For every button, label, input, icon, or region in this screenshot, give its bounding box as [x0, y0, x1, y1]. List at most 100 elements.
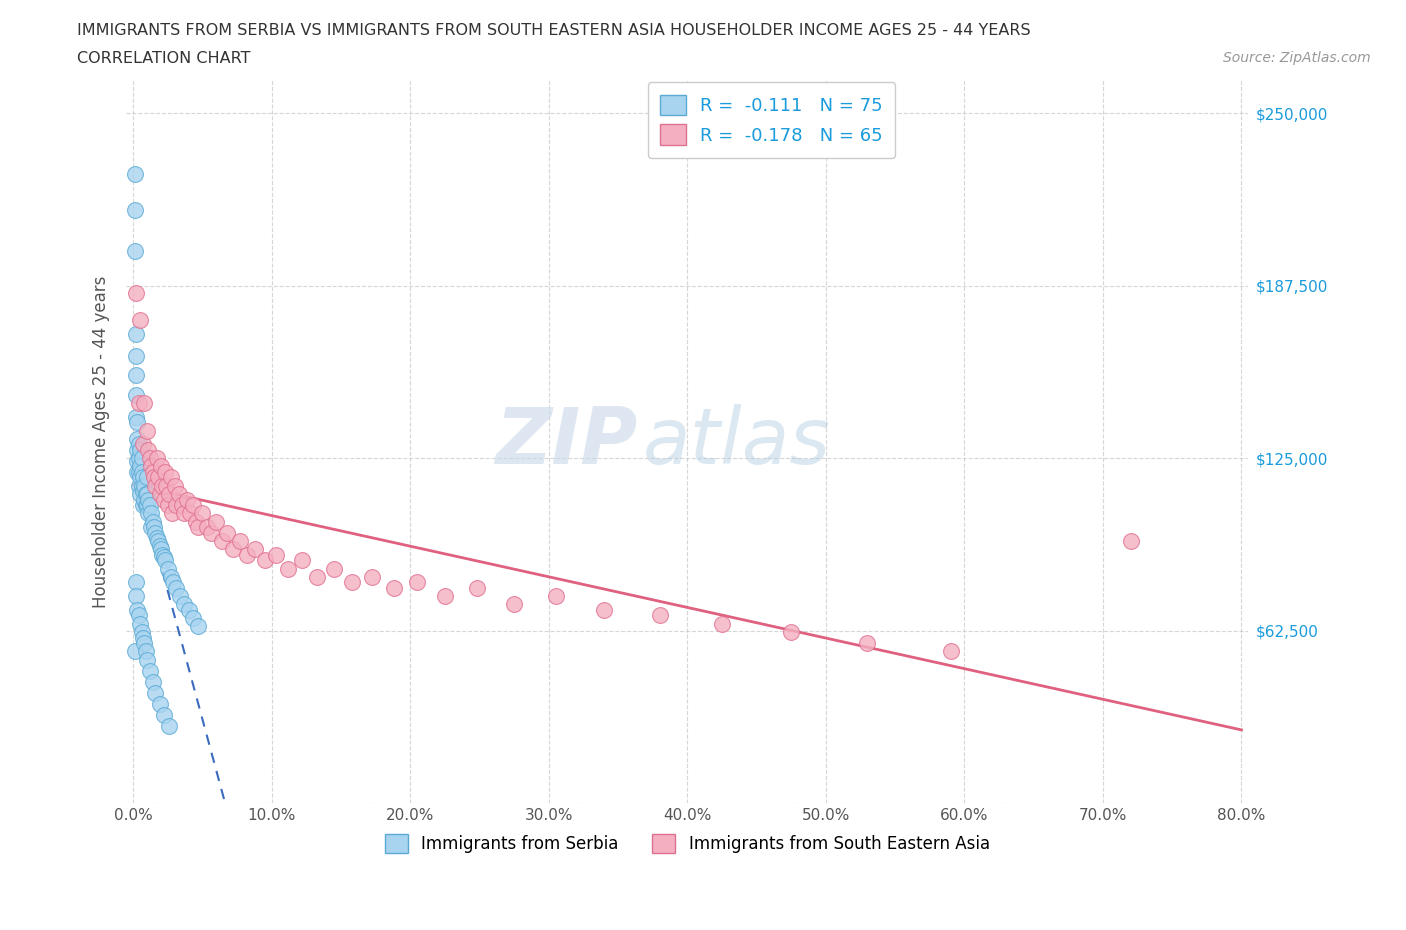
Point: [145, 525, 167, 540]
Point: [176, 492, 198, 507]
Point: [127, 415, 149, 430]
Point: [465, 580, 488, 595]
Point: [125, 589, 148, 604]
Point: [181, 498, 204, 512]
Point: [138, 492, 160, 507]
Point: [243, 542, 266, 557]
Point: [433, 589, 456, 604]
Point: [129, 617, 152, 631]
Point: [146, 534, 169, 549]
Point: [125, 575, 148, 590]
Point: [129, 470, 152, 485]
Point: [165, 498, 187, 512]
Point: [135, 486, 157, 501]
Point: [205, 514, 228, 529]
Point: [138, 443, 160, 458]
Point: [229, 534, 252, 549]
Text: Source: ZipAtlas.com: Source: ZipAtlas.com: [1223, 51, 1371, 65]
Point: [150, 478, 173, 493]
Point: [142, 514, 165, 529]
Point: [156, 498, 179, 512]
Point: [125, 387, 148, 402]
Legend: Immigrants from Serbia, Immigrants from South Eastern Asia: Immigrants from Serbia, Immigrants from …: [378, 828, 997, 860]
Point: [253, 552, 276, 567]
Point: [134, 492, 156, 507]
Point: [146, 531, 169, 546]
Point: [939, 644, 962, 658]
Point: [163, 478, 186, 493]
Point: [127, 443, 149, 458]
Point: [165, 580, 187, 595]
Point: [179, 506, 201, 521]
Point: [125, 368, 148, 383]
Point: [124, 244, 146, 259]
Point: [173, 597, 195, 612]
Point: [153, 552, 176, 567]
Point: [159, 470, 181, 485]
Point: [148, 697, 170, 711]
Point: [127, 432, 149, 446]
Point: [780, 625, 803, 640]
Point: [200, 525, 222, 540]
Point: [143, 470, 166, 485]
Point: [340, 575, 363, 590]
Point: [128, 395, 150, 410]
Point: [135, 644, 157, 658]
Text: IMMIGRANTS FROM SERBIA VS IMMIGRANTS FROM SOUTH EASTERN ASIA HOUSEHOLDER INCOME : IMMIGRANTS FROM SERBIA VS IMMIGRANTS FRO…: [77, 23, 1031, 38]
Point: [134, 478, 156, 493]
Point: [124, 644, 146, 658]
Point: [149, 459, 172, 474]
Point: [128, 608, 150, 623]
Text: CORRELATION CHART: CORRELATION CHART: [77, 51, 250, 66]
Point: [157, 486, 180, 501]
Point: [142, 464, 165, 479]
Point: [217, 525, 239, 540]
Point: [323, 561, 346, 576]
Point: [211, 534, 233, 549]
Point: [145, 685, 167, 700]
Point: [131, 464, 153, 479]
Point: [160, 506, 183, 521]
Point: [136, 423, 159, 438]
Point: [145, 478, 167, 493]
Point: [406, 575, 429, 590]
Point: [129, 486, 152, 501]
Point: [136, 486, 159, 501]
Point: [129, 459, 152, 474]
Point: [191, 506, 214, 521]
Point: [169, 589, 191, 604]
Point: [132, 470, 155, 485]
Point: [153, 464, 176, 479]
Point: [167, 486, 190, 501]
Point: [152, 550, 174, 565]
Point: [129, 312, 152, 327]
Point: [127, 454, 149, 469]
Point: [291, 552, 314, 567]
Point: [136, 470, 159, 485]
Point: [131, 451, 153, 466]
Point: [132, 631, 155, 645]
Point: [139, 498, 162, 512]
Point: [648, 608, 671, 623]
Point: [127, 464, 149, 479]
Point: [711, 617, 734, 631]
Point: [150, 547, 173, 562]
Point: [155, 478, 177, 493]
Point: [156, 561, 179, 576]
Point: [170, 498, 193, 512]
Point: [307, 569, 329, 584]
Point: [177, 603, 200, 618]
Point: [149, 542, 172, 557]
Point: [142, 674, 165, 689]
Point: [146, 451, 169, 466]
Point: [138, 506, 160, 521]
Point: [148, 486, 170, 501]
Point: [134, 395, 156, 410]
Point: [222, 542, 245, 557]
Point: [1119, 534, 1142, 549]
Text: ZIP: ZIP: [495, 404, 637, 480]
Point: [162, 575, 184, 590]
Point: [195, 520, 218, 535]
Point: [128, 464, 150, 479]
Point: [128, 451, 150, 466]
